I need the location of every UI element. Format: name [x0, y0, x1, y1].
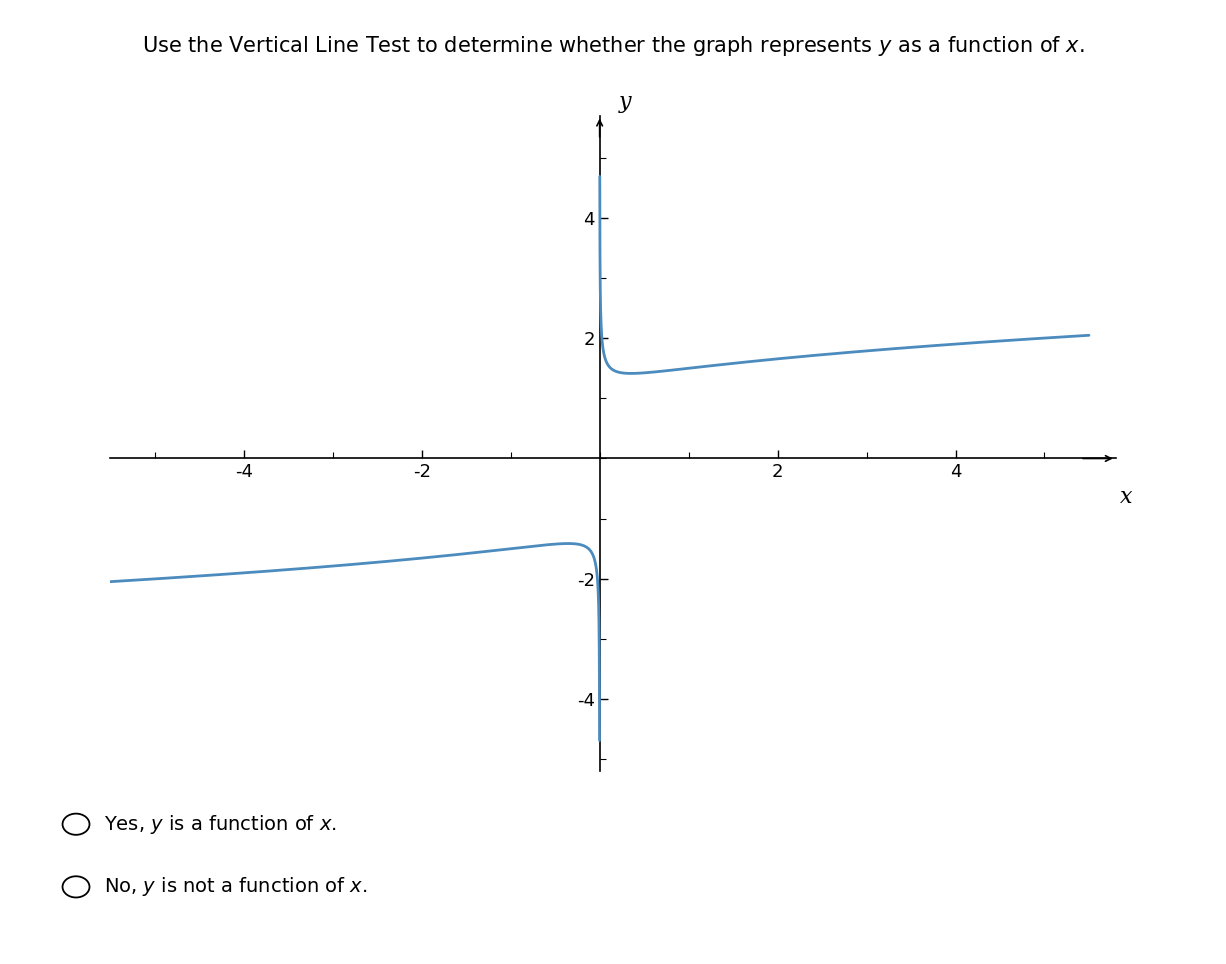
Text: y: y — [619, 91, 631, 113]
Text: Yes, $\it{y}$ is a function of $\it{x}$.: Yes, $\it{y}$ is a function of $\it{x}$. — [104, 813, 337, 836]
Text: Use the Vertical Line Test to determine whether the graph represents $\it{y}$ as: Use the Vertical Line Test to determine … — [142, 34, 1084, 58]
Text: x: x — [1121, 486, 1133, 507]
Text: No, $\it{y}$ is not a function of $\it{x}$.: No, $\it{y}$ is not a function of $\it{x… — [104, 875, 368, 898]
